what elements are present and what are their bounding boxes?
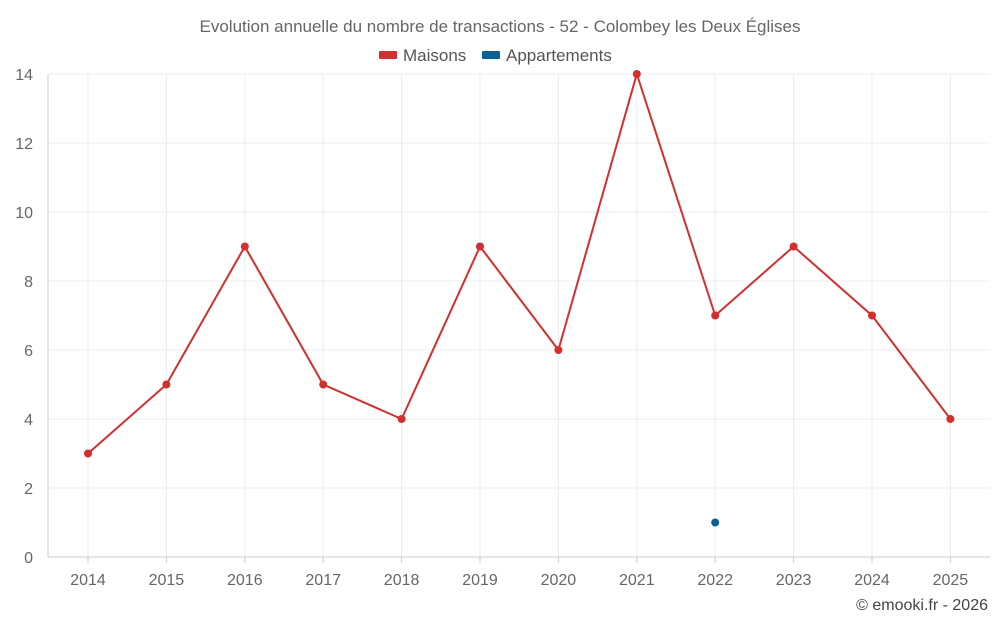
data-point-maisons-2024[interactable]: [868, 311, 876, 320]
chart-title: Evolution annuelle du nombre de transact…: [200, 17, 801, 36]
data-point-maisons-2023[interactable]: [789, 242, 798, 251]
x-tick-label: 2025: [933, 572, 969, 589]
y-tick-label: 8: [24, 274, 33, 291]
x-tick-label: 2014: [70, 572, 106, 589]
data-point-maisons-2015[interactable]: [162, 380, 171, 389]
x-tick-label: 2018: [384, 572, 420, 589]
legend-swatch-maisons: [379, 51, 397, 59]
data-point-maisons-2018[interactable]: [397, 415, 406, 423]
data-point-maisons-2022[interactable]: [711, 311, 720, 320]
x-tick-label: 2023: [776, 572, 812, 589]
y-tick-label: 14: [15, 67, 33, 84]
x-tick-label: 2019: [462, 572, 498, 589]
grid-lines: [48, 73, 990, 557]
legend-label-appartements: Appartements: [506, 46, 612, 65]
data-point-appartements-2022[interactable]: [711, 518, 720, 527]
y-tick-label: 12: [15, 136, 33, 153]
data-point-maisons-2016[interactable]: [240, 242, 249, 251]
y-axis: 0 2 4 6 8 10 12 14: [15, 67, 49, 567]
y-tick-label: 0: [24, 550, 33, 567]
series-line-maisons: [87, 73, 952, 455]
data-point-maisons-2019[interactable]: [476, 242, 484, 251]
legend-item-appartements[interactable]: Appartements: [482, 46, 612, 65]
y-tick-label: 10: [15, 205, 33, 222]
data-point-maisons-2017[interactable]: [319, 380, 328, 389]
data-point-maisons-2020[interactable]: [554, 346, 563, 354]
data-point-maisons-2021[interactable]: [632, 70, 641, 78]
x-tick-label: 2016: [227, 572, 263, 589]
series-maisons: [84, 70, 955, 458]
x-tick-label: 2017: [305, 572, 341, 589]
legend: Maisons Appartements: [379, 46, 612, 65]
x-tick-label: 2015: [149, 572, 185, 589]
y-tick-label: 2: [24, 481, 33, 498]
series: [84, 70, 955, 527]
credit-text: © emooki.fr - 2026: [856, 597, 988, 614]
legend-swatch-appartements: [482, 51, 500, 59]
x-tick-label: 2024: [854, 572, 890, 589]
y-tick-label: 4: [24, 412, 33, 429]
series-appartements: [711, 518, 720, 527]
x-tick-label: 2022: [697, 572, 733, 589]
x-tick-label: 2021: [619, 572, 655, 589]
data-point-maisons-2014[interactable]: [84, 449, 92, 458]
x-axis: 2014 2015 2016 2017 2018 2019 2020 2021 2022 2023…: [48, 556, 990, 589]
legend-label-maisons: Maisons: [403, 46, 466, 65]
y-tick-label: 6: [24, 343, 33, 360]
data-point-maisons-2025[interactable]: [946, 415, 955, 423]
x-tick-label: 2020: [541, 572, 577, 589]
legend-item-maisons[interactable]: Maisons: [379, 46, 466, 65]
